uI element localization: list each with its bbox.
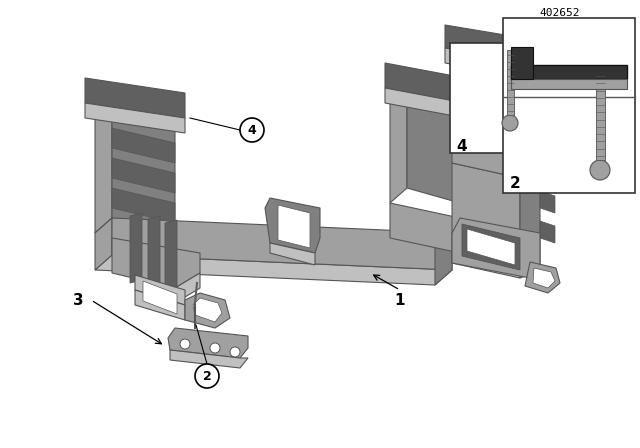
Text: 402652: 402652 — [540, 8, 580, 18]
Polygon shape — [520, 50, 540, 178]
Polygon shape — [278, 205, 310, 248]
Polygon shape — [533, 268, 555, 288]
Polygon shape — [85, 103, 185, 133]
Circle shape — [210, 343, 220, 353]
Polygon shape — [148, 216, 160, 286]
Polygon shape — [185, 293, 230, 328]
Polygon shape — [511, 79, 627, 89]
Polygon shape — [540, 191, 555, 213]
Polygon shape — [112, 128, 175, 163]
Text: 4: 4 — [248, 124, 257, 137]
Polygon shape — [511, 65, 627, 79]
Polygon shape — [540, 161, 555, 183]
Circle shape — [502, 115, 518, 131]
Polygon shape — [135, 275, 185, 305]
Polygon shape — [270, 243, 315, 265]
Polygon shape — [95, 98, 112, 233]
Bar — [503, 18, 635, 193]
Polygon shape — [135, 290, 185, 320]
Polygon shape — [165, 220, 177, 290]
Polygon shape — [445, 25, 535, 63]
Polygon shape — [168, 328, 248, 358]
Text: 3: 3 — [73, 293, 83, 307]
Circle shape — [195, 364, 219, 388]
Circle shape — [230, 347, 240, 357]
Text: 4: 4 — [457, 138, 467, 154]
Polygon shape — [85, 78, 185, 118]
Polygon shape — [540, 221, 555, 243]
Polygon shape — [95, 255, 452, 285]
Text: 2: 2 — [509, 176, 520, 190]
Polygon shape — [452, 218, 540, 278]
Polygon shape — [540, 121, 555, 143]
Circle shape — [240, 118, 264, 142]
Text: 2: 2 — [203, 370, 211, 383]
Polygon shape — [112, 238, 200, 288]
Polygon shape — [175, 273, 200, 303]
Polygon shape — [407, 98, 460, 203]
Polygon shape — [525, 262, 560, 293]
Polygon shape — [435, 233, 452, 285]
Circle shape — [180, 339, 190, 349]
Polygon shape — [193, 298, 222, 322]
Polygon shape — [390, 203, 460, 253]
Bar — [595, 70, 605, 160]
Polygon shape — [112, 98, 175, 233]
Polygon shape — [143, 281, 177, 314]
Bar — [506, 50, 513, 115]
Polygon shape — [540, 91, 555, 113]
Polygon shape — [511, 47, 533, 79]
Polygon shape — [265, 198, 320, 253]
Polygon shape — [445, 48, 535, 78]
Polygon shape — [385, 88, 465, 118]
Polygon shape — [130, 213, 142, 283]
Polygon shape — [112, 158, 175, 193]
Polygon shape — [390, 83, 407, 203]
Polygon shape — [462, 224, 520, 270]
Polygon shape — [170, 350, 248, 368]
Polygon shape — [452, 43, 520, 178]
Polygon shape — [112, 218, 452, 270]
Polygon shape — [112, 188, 175, 223]
Circle shape — [590, 160, 610, 180]
Polygon shape — [452, 163, 520, 263]
Polygon shape — [467, 229, 515, 265]
Polygon shape — [520, 178, 540, 278]
Polygon shape — [95, 218, 112, 270]
Polygon shape — [95, 218, 175, 248]
Polygon shape — [452, 248, 520, 278]
Bar — [450, 43, 570, 153]
Polygon shape — [385, 63, 465, 103]
Text: 1: 1 — [395, 293, 405, 307]
